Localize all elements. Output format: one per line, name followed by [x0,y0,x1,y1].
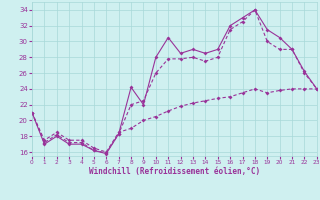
X-axis label: Windchill (Refroidissement éolien,°C): Windchill (Refroidissement éolien,°C) [89,167,260,176]
